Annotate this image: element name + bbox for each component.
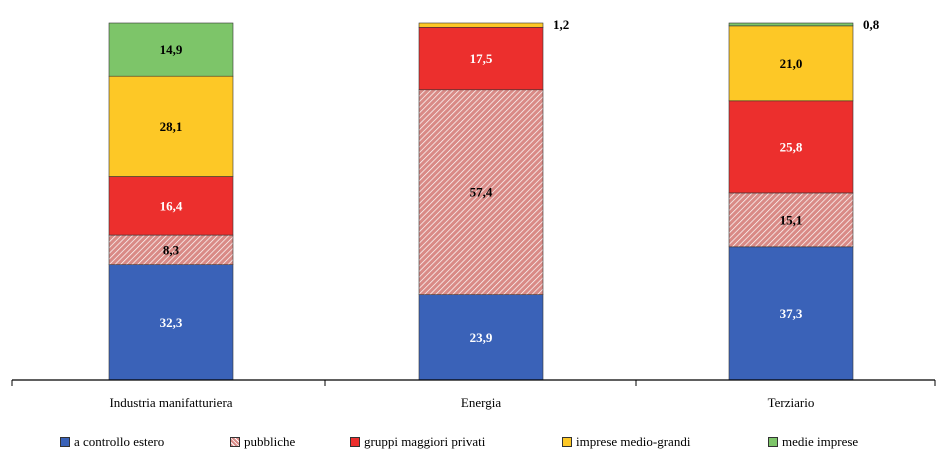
data-label: 25,8	[780, 139, 803, 154]
bar-segment	[418, 89, 544, 295]
data-label: 23,9	[470, 330, 493, 345]
data-label: 21,0	[780, 56, 803, 71]
bar-segment	[108, 234, 234, 265]
data-label: 28,1	[160, 119, 183, 134]
bars-group	[108, 22, 854, 381]
x-tick-label: Industria manifatturiera	[109, 395, 232, 410]
data-label: 1,2	[553, 17, 569, 32]
segment-labels-group: 32,3 8,3 16,4 28,1 14,9 23,9 57,4 17,5 1,2 37,3 15…	[160, 17, 880, 345]
data-label: 8,3	[163, 242, 180, 257]
bar-segment	[728, 100, 854, 194]
data-label: 57,4	[470, 185, 493, 200]
bar-segment	[108, 22, 234, 77]
bar-segment	[108, 264, 234, 381]
data-label: 16,4	[160, 198, 183, 213]
bar-segment	[728, 192, 854, 248]
x-tick-label: Terziario	[768, 395, 815, 410]
x-axis: Industria manifatturiera Energia Terziar…	[11, 379, 936, 410]
bar-segment	[728, 25, 854, 102]
bar-segment	[728, 22, 854, 27]
data-label: 14,9	[160, 42, 183, 57]
data-label: 32,3	[160, 315, 183, 330]
data-label: 15,1	[780, 212, 803, 227]
x-tick-label: Energia	[461, 395, 501, 410]
data-label: 0,8	[863, 17, 880, 32]
data-label: 17,5	[470, 51, 493, 66]
bar-segment	[418, 294, 544, 381]
bar-segment	[418, 22, 544, 28]
data-label: 37,3	[780, 306, 803, 321]
bar-segment	[418, 26, 544, 91]
bar-segment	[108, 75, 234, 177]
